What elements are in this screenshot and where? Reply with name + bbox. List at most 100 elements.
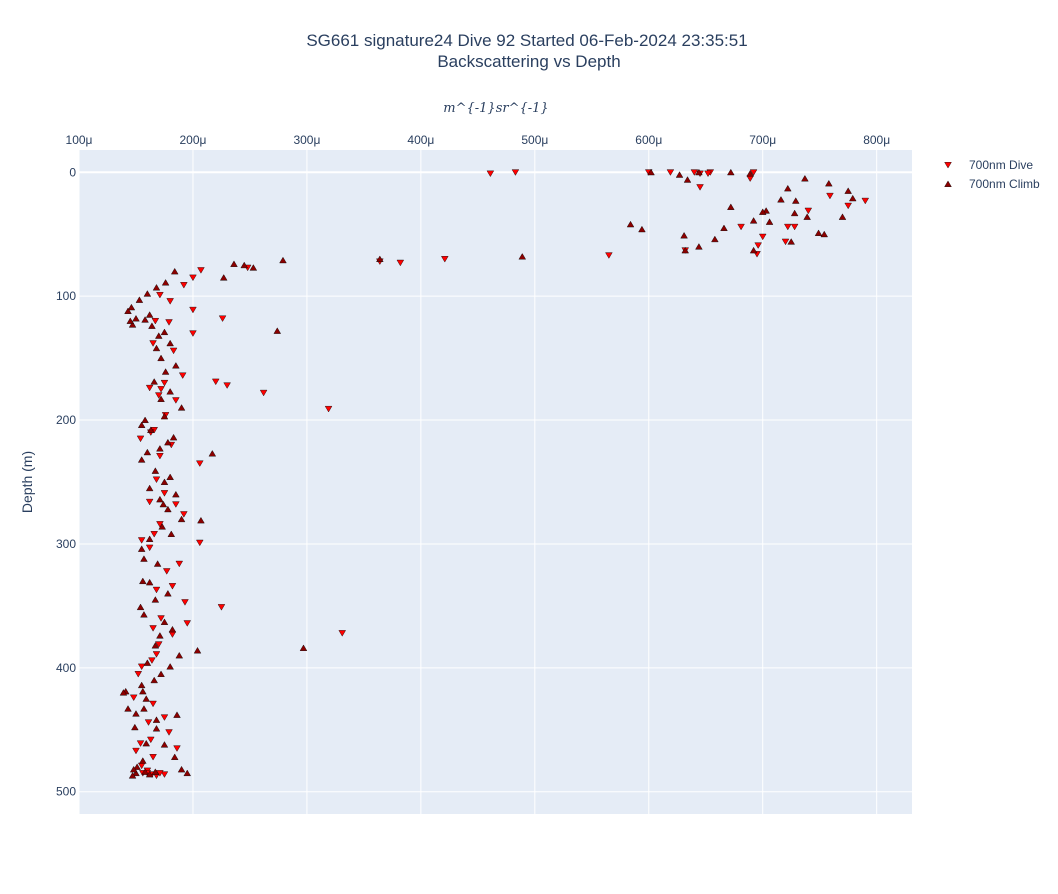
climb-point [161, 279, 170, 286]
dive-point [151, 318, 160, 325]
dive-point [511, 169, 520, 176]
climb-point [131, 723, 139, 731]
climb-point [124, 705, 132, 712]
dive-point [137, 663, 146, 671]
climb-point [151, 596, 160, 603]
dive-point [486, 170, 495, 177]
climb-point [132, 710, 140, 717]
climb-point [152, 344, 161, 352]
legend-item-climb[interactable]: 700nm Climb [944, 177, 1040, 191]
climb-point [166, 388, 174, 395]
dive-point [160, 379, 169, 387]
climb-point [626, 220, 635, 228]
dive-point [150, 531, 158, 538]
dive-point [132, 747, 140, 755]
dive-point [178, 372, 187, 379]
x-tick-label: 800μ [863, 133, 890, 147]
climb-point [128, 321, 137, 328]
dive-point [175, 560, 184, 568]
climb-point [155, 332, 163, 339]
climb-point [137, 545, 146, 552]
x-axis-ticks: 100μ 200μ 300μ 400μ 500μ 600μ 700μ 800μ [66, 133, 891, 147]
climb-point [168, 625, 177, 633]
x-tick-label: 300μ [293, 133, 320, 147]
dive-point [737, 223, 745, 231]
dive-point [844, 202, 852, 210]
dive-point [134, 671, 143, 678]
climb-point [140, 705, 148, 712]
x-tick-label: 100μ [66, 133, 93, 147]
legend-item-dive[interactable]: 700nm Dive [944, 158, 1034, 172]
y-tick-label: 0 [69, 165, 76, 179]
x-axis-label: m^{-1}sr^{-1} [443, 101, 548, 116]
dive-point [129, 694, 138, 702]
climb-point [230, 260, 238, 267]
climb-point [219, 274, 228, 281]
climb-point [518, 253, 527, 260]
dive-point [259, 389, 268, 397]
climb-point [158, 523, 166, 530]
dive-point [605, 252, 613, 259]
climb-point [150, 378, 158, 385]
dive-point [861, 197, 870, 205]
climb-point [145, 484, 154, 492]
climb-point [127, 303, 136, 311]
climb-point [143, 659, 152, 666]
dive-point [396, 259, 405, 267]
climb-point [170, 267, 179, 275]
climb-point [172, 362, 180, 369]
climb-point [143, 290, 152, 297]
climb-point [152, 716, 161, 723]
climb-point [727, 203, 735, 210]
dive-point [157, 386, 165, 393]
climb-point [844, 187, 852, 194]
climb-point [141, 416, 149, 423]
climb-point [814, 229, 823, 236]
climb-point [148, 322, 156, 329]
x-tick-label: 400μ [407, 133, 434, 147]
dive-series [129, 169, 870, 780]
dive-point [189, 274, 197, 282]
climb-point [160, 478, 169, 485]
climb-point [376, 255, 384, 262]
climb-point [161, 368, 170, 375]
dive-point [149, 700, 157, 708]
climb-point [137, 681, 146, 689]
climb-point [279, 256, 287, 264]
data-points [119, 168, 870, 780]
climb-point [177, 404, 186, 411]
dive-point [162, 568, 171, 575]
dive-point [148, 657, 156, 664]
climb-point [249, 264, 258, 271]
dive-point [781, 238, 790, 246]
climb-series [119, 168, 857, 779]
dive-point [196, 460, 204, 467]
plot-area[interactable] [79, 150, 912, 814]
x-tick-label: 500μ [521, 133, 548, 147]
climb-point [711, 235, 719, 243]
legend[interactable]: 700nm Dive 700nm Climb [944, 158, 1040, 191]
climb-point [680, 232, 688, 239]
dive-point [704, 170, 712, 177]
climb-point [166, 339, 174, 347]
climb-point [160, 618, 169, 625]
dive-point [155, 641, 163, 648]
dive-point [160, 490, 169, 497]
climb-point [193, 647, 202, 654]
climb-point [129, 765, 138, 773]
dive-point [223, 382, 231, 389]
climb-point [145, 770, 154, 778]
climb-point [143, 448, 152, 456]
dive-point [165, 319, 173, 326]
legend-label: 700nm Climb [969, 177, 1040, 191]
dive-point [189, 330, 197, 337]
dive-point [690, 169, 699, 176]
dive-point [749, 169, 758, 176]
dive-point [338, 630, 346, 637]
climb-point [681, 246, 689, 254]
x-tick-label: 600μ [635, 133, 662, 147]
dive-point [196, 539, 204, 547]
climb-point [167, 530, 176, 537]
dive-point [147, 736, 155, 744]
dive-point [790, 223, 799, 231]
